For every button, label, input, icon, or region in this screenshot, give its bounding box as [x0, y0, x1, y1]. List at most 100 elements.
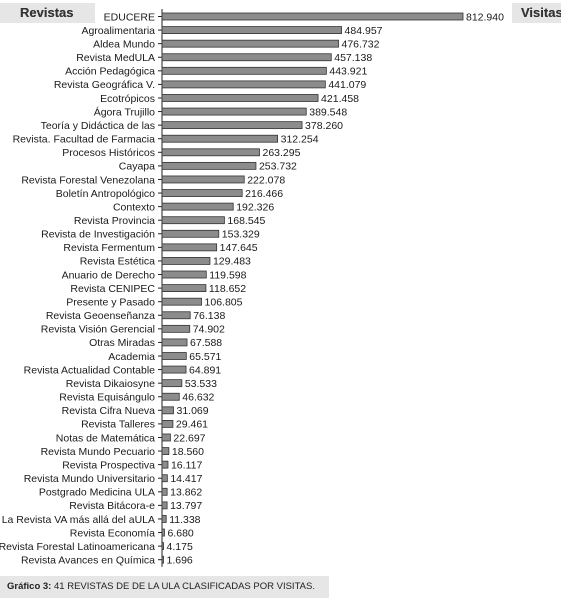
- bar: [161, 542, 164, 551]
- category-label: Agroalimentaria: [81, 25, 155, 37]
- value-label: 18.560: [172, 446, 204, 458]
- bar: [161, 94, 319, 102]
- value-label: 74.902: [193, 324, 225, 336]
- bar: [161, 148, 260, 157]
- bar: [161, 80, 326, 89]
- category-label: Revista Forestal Venezolana: [21, 174, 155, 186]
- bar: [161, 107, 307, 116]
- value-label: 389.548: [309, 106, 347, 118]
- category-label: Revista Fermentum: [63, 242, 155, 254]
- value-label: 64.891: [189, 364, 221, 376]
- bar: [161, 121, 303, 130]
- category-label: Revista Bitácora-e: [69, 500, 155, 512]
- bar: [161, 229, 220, 238]
- value-label: 1.696: [167, 555, 193, 567]
- bar: [161, 352, 187, 360]
- category-label: Revista Equisángulo: [59, 392, 155, 404]
- bar: [161, 379, 183, 388]
- revistas-header: Revistas: [0, 3, 95, 23]
- value-label: 16.117: [171, 459, 202, 471]
- bar: [161, 474, 168, 483]
- category-label: Revista Mundo Pecuario: [41, 446, 156, 458]
- visitas-header: Visitas: [512, 3, 561, 23]
- category-label: Ecotrópicos: [100, 93, 155, 105]
- bar: [161, 555, 164, 564]
- bar: [161, 311, 191, 320]
- value-label: 378.260: [305, 120, 343, 132]
- category-label: Revista de Investigación: [41, 229, 155, 241]
- value-label: 53.533: [185, 378, 217, 390]
- bar: [161, 501, 168, 510]
- value-label: 29.461: [176, 419, 208, 431]
- value-label: 4.175: [167, 541, 193, 553]
- value-label: 13.797: [170, 500, 202, 512]
- category-label: Revista Visión Gerencial: [41, 324, 155, 336]
- bar: [161, 515, 167, 523]
- category-label: Revista MedULA: [76, 52, 155, 64]
- bar: [161, 161, 257, 170]
- category-label: La Revista VA más allá del aULA: [2, 514, 155, 526]
- caption-text: 41 REVISTAS DE DE LA ULA CLASIFICADAS PO…: [54, 581, 315, 592]
- value-label: 253.732: [259, 161, 297, 173]
- value-label: 421.458: [321, 93, 359, 105]
- category-label: Revista Estética: [80, 256, 155, 268]
- value-label: 476.732: [342, 38, 380, 50]
- category-label: Revista CENIPEC: [70, 283, 155, 295]
- category-label: Academia: [108, 351, 155, 363]
- value-label: 106.805: [205, 296, 243, 308]
- value-label: 147.645: [220, 242, 258, 254]
- value-label: 457.138: [334, 52, 372, 64]
- bar: [161, 26, 342, 34]
- bar: [161, 487, 168, 496]
- bar: [161, 365, 187, 374]
- bar: [161, 297, 202, 306]
- value-label: 441.079: [328, 79, 366, 91]
- category-label: Presente y Pasado: [66, 296, 155, 308]
- bar: [161, 216, 225, 225]
- value-label: 263.295: [262, 147, 300, 159]
- category-label: Revista Dikaiosyne: [66, 378, 155, 390]
- category-label: Notas de Matemática: [56, 432, 155, 444]
- category-label: Revista Geoenseñanza: [46, 310, 155, 322]
- value-label: 168.545: [227, 215, 265, 227]
- value-label: 312.254: [281, 134, 319, 146]
- value-label: 65.571: [189, 351, 221, 363]
- value-label: 222.078: [247, 174, 285, 186]
- category-label: Contexto: [113, 201, 155, 213]
- bar: [161, 175, 245, 184]
- value-label: 119.598: [209, 269, 246, 281]
- category-label: Revista Provincia: [74, 215, 155, 227]
- bar: [161, 202, 234, 211]
- value-label: 129.483: [213, 256, 251, 268]
- value-label: 443.921: [329, 66, 367, 78]
- value-label: 812.940: [466, 11, 504, 23]
- category-label: Teoría y Didáctica de las: [41, 120, 155, 132]
- value-label: 67.588: [190, 337, 222, 349]
- value-label: 46.632: [182, 392, 214, 404]
- value-label: 13.862: [170, 487, 202, 499]
- bar: [161, 460, 169, 469]
- bar: [161, 66, 327, 75]
- bar: [161, 447, 170, 455]
- category-label: Boletín Antropológico: [56, 188, 155, 200]
- category-label: Cayapa: [119, 161, 155, 173]
- bar: [161, 39, 339, 48]
- category-label: Procesos Históricos: [62, 147, 155, 159]
- value-label: 192.326: [236, 201, 274, 213]
- category-label: Otras Miradas: [89, 337, 155, 349]
- bar: [161, 406, 174, 415]
- bar: [161, 134, 279, 143]
- caption-label: Gráfico 3:: [7, 581, 52, 592]
- bar: [161, 433, 171, 442]
- category-label: Revista Actualidad Contable: [24, 364, 155, 376]
- category-label: Revista Mundo Universitario: [24, 473, 155, 485]
- bar: [161, 243, 218, 252]
- value-label: 484.957: [345, 25, 383, 37]
- value-label: 6.680: [167, 527, 193, 539]
- bar: [161, 284, 207, 293]
- value-label: 216.466: [245, 188, 283, 200]
- bar-chart: EDUCERE 812.940 Agroalimentaria 484.957 Alde…: [0, 9, 504, 567]
- bar: [161, 528, 165, 537]
- category-label: Revista Economía: [70, 527, 155, 539]
- bar: [161, 338, 188, 347]
